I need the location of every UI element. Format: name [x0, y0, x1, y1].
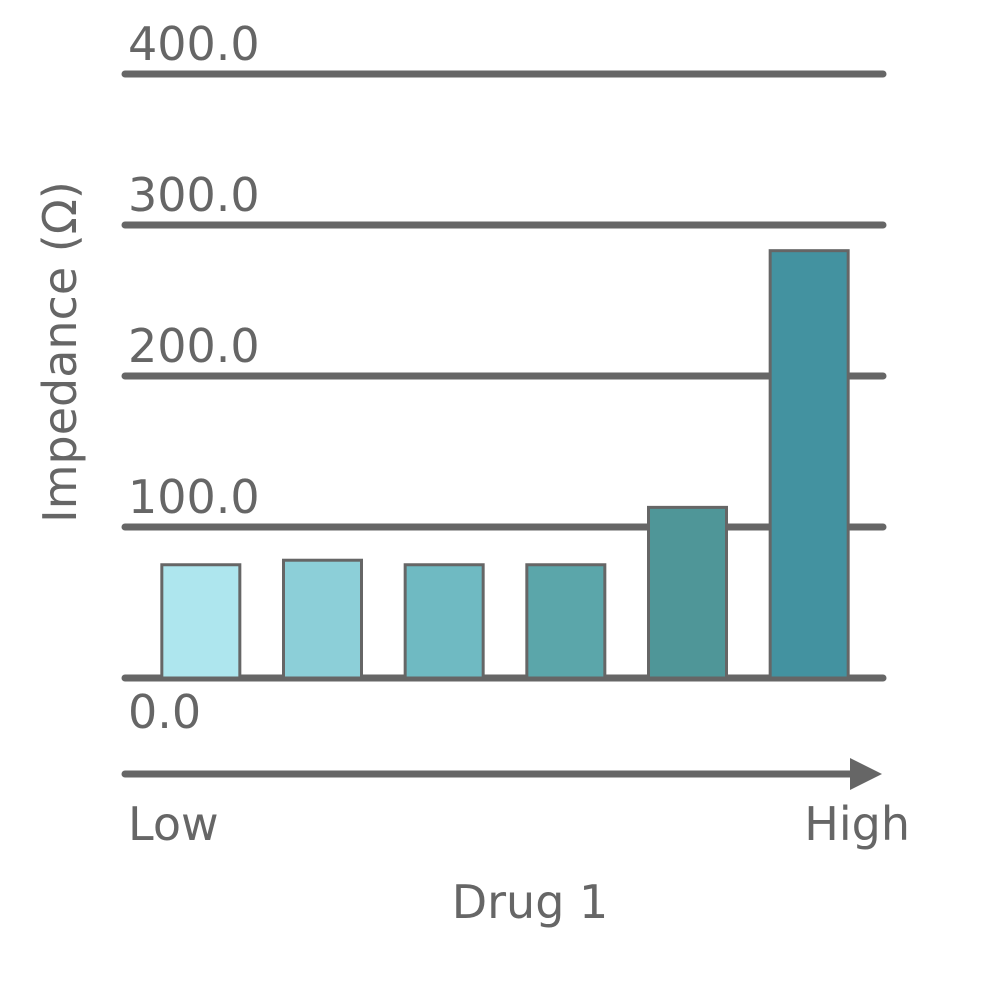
x-axis-title: Drug 1 [452, 875, 609, 929]
bar [647, 505, 728, 680]
y-tick-label: 200.0 [128, 319, 260, 373]
bar [403, 563, 485, 680]
bar [160, 563, 242, 680]
y-tick-label: 400.0 [128, 17, 260, 71]
bar [768, 249, 850, 680]
bar [282, 558, 363, 680]
x-axis-arrow-head [850, 758, 882, 790]
x-start-label: Low [128, 797, 219, 851]
y-tick-label: 0.0 [128, 685, 201, 739]
bar [525, 563, 607, 680]
y-axis-title: Impedance (Ω) [33, 181, 87, 523]
y-tick-label: 300.0 [128, 168, 260, 222]
x-end-label: High [804, 797, 910, 851]
y-tick-label: 100.0 [128, 470, 260, 524]
